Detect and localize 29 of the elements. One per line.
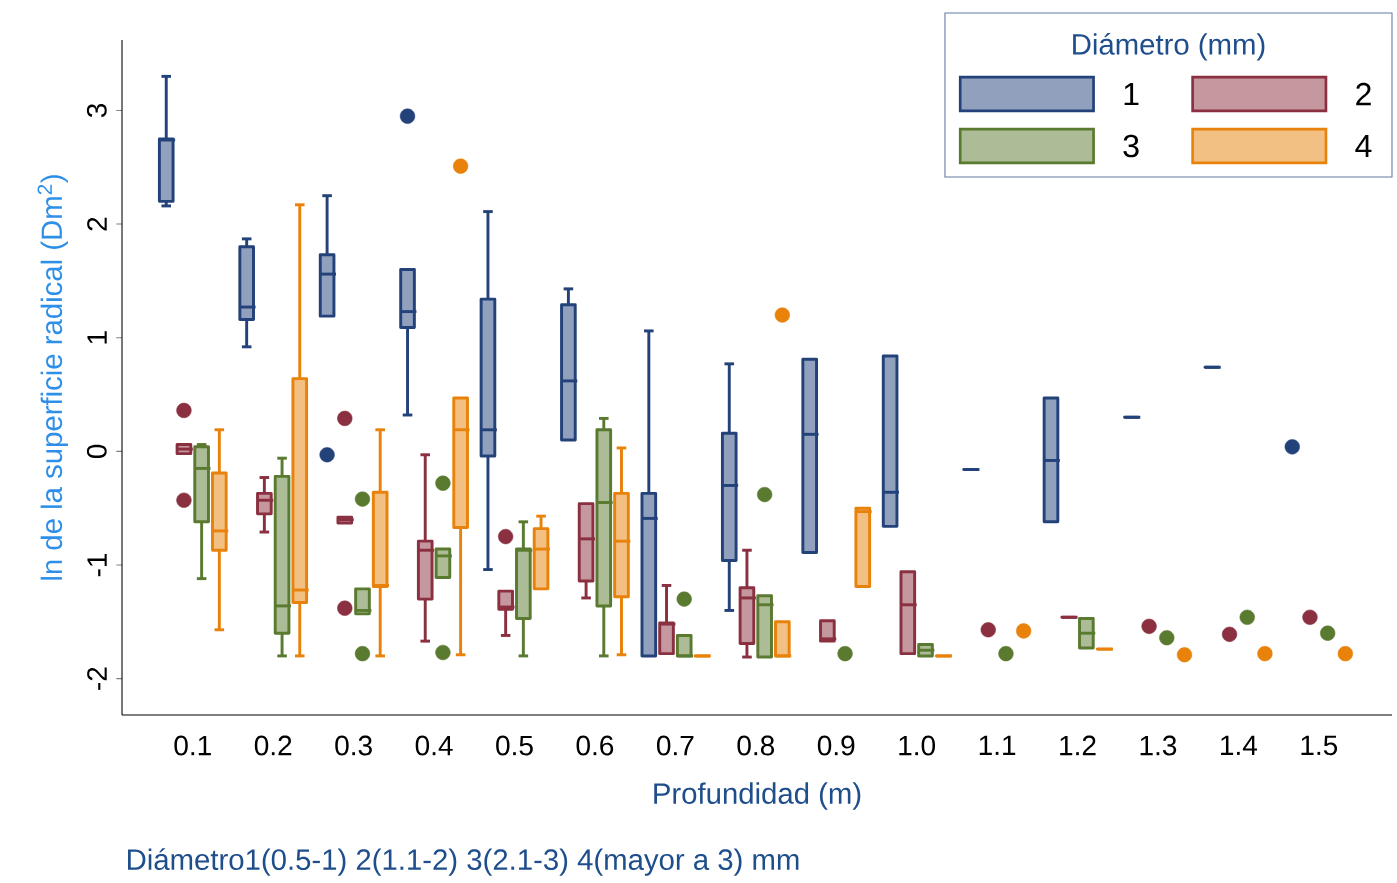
x-tick-label: 1.3 bbox=[1140, 735, 1177, 756]
y-tick-label: 2 bbox=[87, 217, 107, 231]
x-tick-label: 1.5 bbox=[1301, 735, 1338, 756]
y-tick-label: 0 bbox=[86, 444, 107, 459]
legend-label: 2 bbox=[1356, 82, 1371, 106]
legend-label: 4 bbox=[1355, 134, 1372, 157]
x-tick-label: 0.9 bbox=[817, 735, 855, 756]
legend-title: Diámetro (mm) bbox=[1073, 32, 1265, 61]
y-tick-label: -1 bbox=[87, 553, 107, 577]
y-tick-label: 3 bbox=[86, 103, 107, 118]
x-tick-label: 0.5 bbox=[496, 735, 533, 756]
text: Diámetro1(0.5-1) 2(1.1-2) 3(2.1-3) 4(mayor a 3) mm bbox=[128, 848, 799, 876]
x-tick-label: 0.2 bbox=[254, 735, 292, 756]
y-axis-title: ln de la superficie radical (Dm$^{2}$) bbox=[37, 175, 68, 580]
y-tick-label: 1 bbox=[87, 331, 107, 344]
x-tick-label: 0.7 bbox=[656, 735, 694, 756]
x-tick-label: 0.1 bbox=[174, 735, 211, 756]
x-tick-label: 0.3 bbox=[335, 735, 372, 756]
x-tick-label: 1.4 bbox=[1221, 735, 1258, 755]
x-tick-label: 1.0 bbox=[899, 735, 936, 756]
x-tick-label: 1.2 bbox=[1060, 735, 1096, 756]
legend-label: 1 bbox=[1124, 82, 1139, 106]
legend-label: 3 bbox=[1123, 134, 1139, 158]
x-tick-label: 0.6 bbox=[576, 735, 614, 756]
x-tick-label: 0.8 bbox=[737, 735, 775, 756]
x-axis-title: Profundidad (m) bbox=[654, 782, 861, 810]
x-tick-label: 0.4 bbox=[415, 735, 453, 756]
x-tick-label: 1.1 bbox=[979, 735, 1016, 755]
y-tick-label: -2 bbox=[87, 667, 107, 690]
